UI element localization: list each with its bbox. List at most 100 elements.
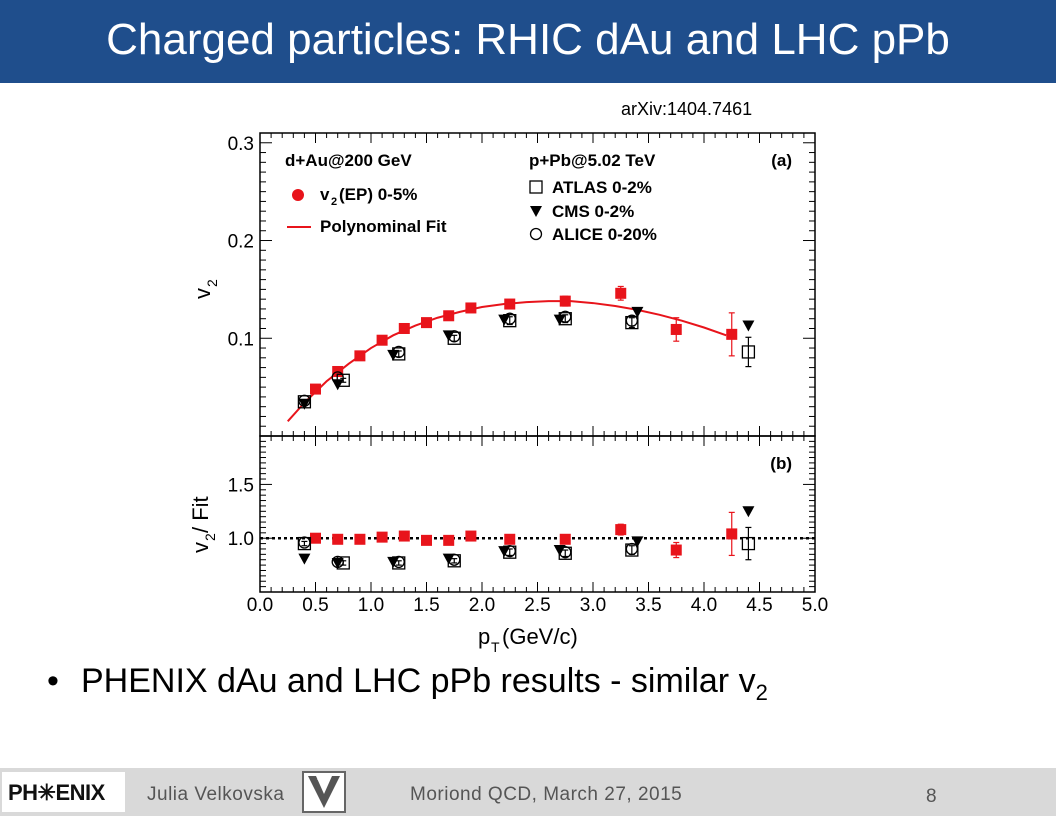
phenix-logo-box [2,772,125,812]
panel-a-label: (a) [771,151,792,170]
panel-b-point-filled-triangle-down [331,557,344,569]
panel-b-point-red-square [726,528,738,540]
x-tick-label: 0.0 [247,595,273,616]
bullet-dot-icon: • [47,662,59,700]
slide-number: 8 [926,786,937,807]
panel-b-point-filled-triangle-down [631,536,644,548]
panel-a-point-open-square [741,345,756,359]
panel-a-point-red-square [726,328,738,340]
panel-a-point-open-circle [625,314,638,327]
panel-a-point-red-square [376,334,388,346]
panel-a-point-red-square [310,383,321,395]
panel-a-ytick-label: 0.2 [228,232,254,253]
panel-b-point-open-circle [448,553,461,566]
panel-a-point-open-circle [448,330,461,343]
panel-b-point-open-circle [559,546,572,559]
panel-b-point-open-circle [298,536,311,549]
panel-a-point-filled-triangle-down [553,314,566,326]
legend-marker-open-square [529,180,543,194]
right-header: p+Pb@5.02 TeV [529,151,656,170]
panel-a-point-red-square [615,287,627,299]
legend-v2-suffix: (EP) 0-5% [339,185,417,204]
panel-b-point-red-square [465,530,477,542]
legend-label: ALICE 0-20% [552,225,657,244]
title-bar [0,0,1056,83]
panel-a-point-open-circle [331,371,344,384]
panel-a-point-red-square [465,302,477,314]
panel-b-point-open-circle [503,544,516,558]
legend-v2-label: v [320,185,330,204]
x-tick-label: 1.0 [358,595,384,616]
x-tick-label: 3.0 [580,595,606,616]
x-tick-label: 3.5 [635,595,661,616]
panel-a-point-open-circle [392,345,405,359]
panel-b-ylabel-suffix: / Fit [188,496,213,533]
panel-b-point-red-square [376,531,388,543]
x-tick-label: 5.0 [802,595,828,616]
author-name: Julia Velkovska [147,784,285,805]
panel-a-point-filled-triangle-down [387,349,400,361]
legend-marker-filled-triangle-down [530,206,542,217]
panel-b-point-red-square [354,533,366,545]
panel-a-point-open-square [625,315,639,330]
slide-title: Charged particles: RHIC dAu and LHC pPb [106,15,950,64]
legend-v2-sub: 2 [331,196,337,208]
legend-marker-open-circle [529,227,543,241]
x-tick-label: 2.0 [469,595,495,616]
panel-b-point-red-square [421,534,432,546]
panel-b-point-filled-triangle-down [742,506,755,518]
panel-a-point-red-square [670,323,682,335]
panel-b-point-red-square [504,533,516,545]
panel-a-point-red-square [354,350,366,362]
panel-b-point-open-circle [625,542,638,556]
panel-b-point-red-square [443,534,455,546]
x-tick-label: 1.5 [413,595,439,616]
panel-a-point-filled-triangle-down [631,306,644,318]
x-tick-label: 2.5 [524,595,550,616]
arxiv-reference: arXiv:1404.7461 [621,99,753,119]
panel-a-point-filled-triangle-down [298,398,311,410]
legend-label: CMS 0-2% [552,202,634,221]
panel-b-point-red-square [615,524,627,536]
panel-b-ylabel: v [188,542,213,553]
panel-a-point-open-circle [559,310,572,323]
legend-v2-marker [292,189,304,201]
legend-fit-label: Polynominal Fit [320,217,447,236]
panel-a-ytick-label: 0.1 [228,329,254,350]
panel-b-point-open-square [741,536,756,551]
phenix-logo: PH✳ENIX [8,780,105,805]
vanderbilt-logo-icon [302,771,346,813]
panel-a-point-filled-triangle-down [742,320,755,332]
panel-a-point-red-square [443,310,455,322]
x-axis-label-sub: T [491,639,500,655]
left-header: d+Au@200 GeV [285,151,412,170]
panel-a-point-red-square [421,317,432,329]
panel-b-point-red-square [670,544,682,556]
footer-bar [0,768,1056,816]
panel-b-point-red-square [398,530,410,542]
panel-b-label: (b) [770,454,792,473]
panel-b-ylabel-sub: 2 [202,533,218,541]
bullet-text: PHENIX dAu and LHC pPb results - similar… [81,662,756,700]
panel-a-ylabel: v [190,288,215,299]
x-tick-label: 4.5 [746,595,772,616]
panel-b-point-open-circle [331,555,344,569]
panel-a-point-open-circle [298,394,311,407]
event-name: Moriond QCD, March 27, 2015 [410,784,683,805]
x-axis-label-suffix: (GeV/c) [502,624,578,649]
bullet-subscript: 2 [755,679,768,705]
summary-bullet: • PHENIX dAu and LHC pPb results - simila… [47,662,768,706]
panel-a-point-red-square [398,322,410,334]
legend-label: ATLAS 0-2% [552,178,652,197]
panel-b-point-red-square [559,533,571,545]
panel-a-ylabel-sub: 2 [204,279,220,287]
x-tick-label: 0.5 [302,595,328,616]
panel-b-point-red-square [332,533,344,545]
panel-b-point-open-circle [392,555,405,569]
panel-a-point-red-square [559,295,571,307]
panel-b-ytick-label: 1.5 [228,475,254,496]
panel-b-point-red-square [310,532,321,544]
x-tick-label: 4.0 [691,595,717,616]
panel-b-point-filled-triangle-down [298,553,311,565]
